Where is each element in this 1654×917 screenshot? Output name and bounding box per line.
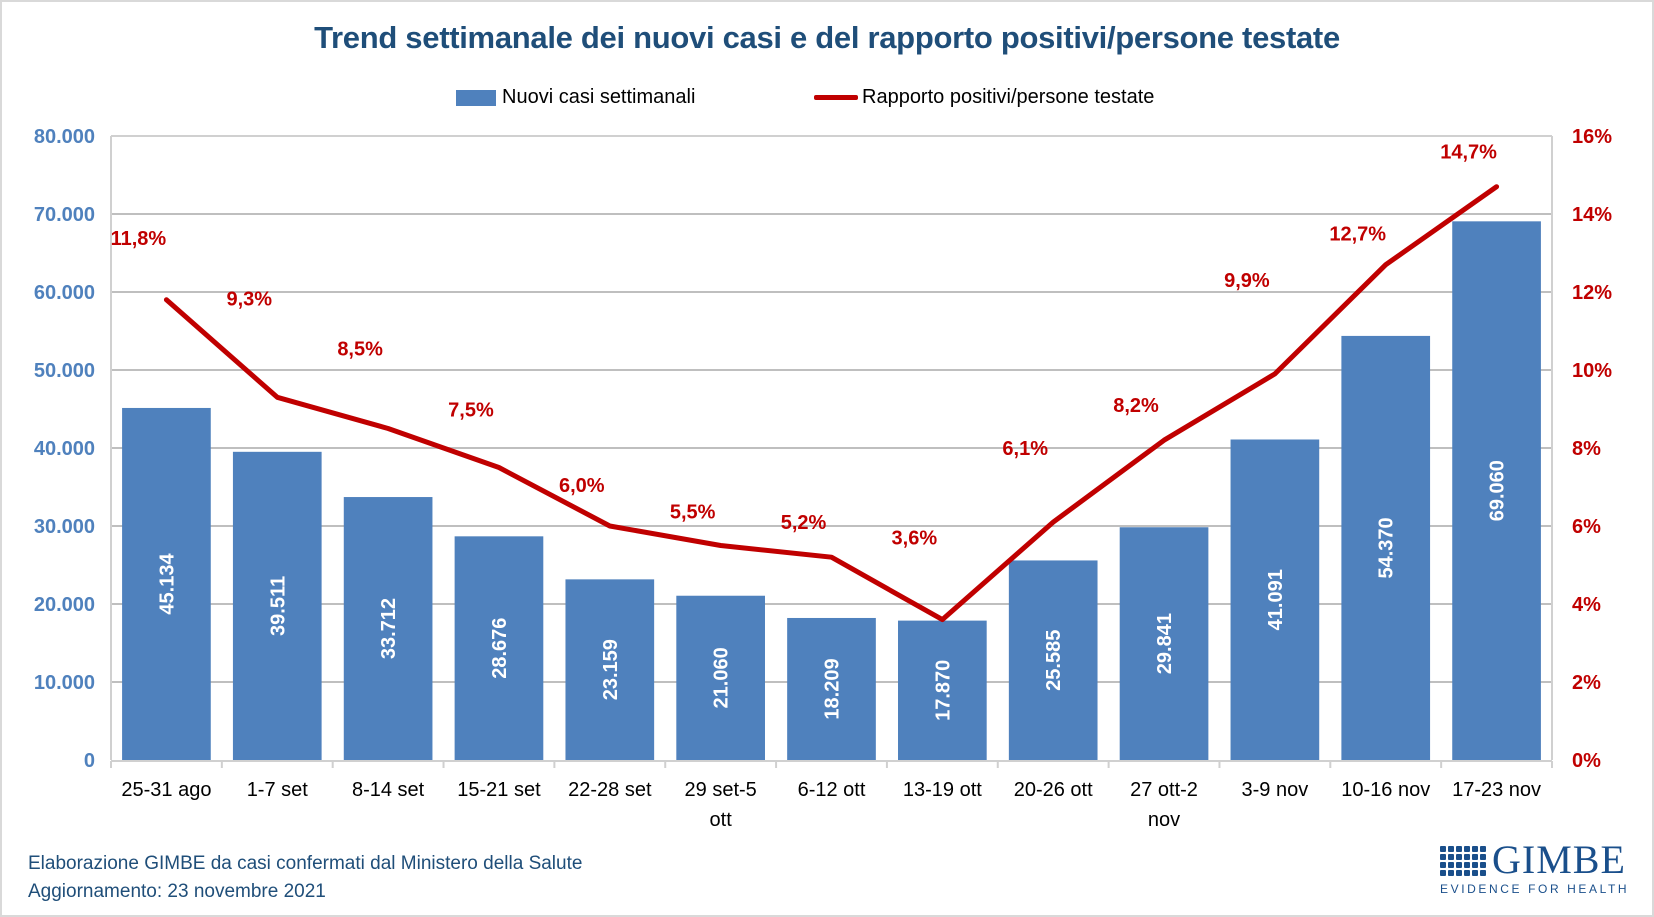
y-tick-label-left: 50.000 bbox=[34, 360, 95, 382]
logo-tagline: EVIDENCE FOR HEALTH bbox=[1440, 882, 1630, 896]
line-value-label: 5,2% bbox=[781, 512, 827, 534]
bar bbox=[565, 579, 655, 760]
x-tick-label: 22-28 set bbox=[568, 779, 652, 801]
bar-value-label: 33.712 bbox=[378, 598, 400, 659]
x-tick-label: 20-26 ott bbox=[1014, 779, 1093, 801]
x-tick-label: 1-7 set bbox=[247, 779, 309, 801]
legend-line-label: Rapporto positivi/persone testate bbox=[862, 86, 1155, 108]
bar-value-label: 41.091 bbox=[1265, 569, 1287, 630]
y-tick-label-right: 0% bbox=[1572, 750, 1601, 772]
y-tick-label-right: 10% bbox=[1572, 360, 1612, 382]
line-value-label: 14,7% bbox=[1440, 142, 1497, 164]
bar-value-label: 69.060 bbox=[1487, 460, 1509, 521]
line-value-label: 8,5% bbox=[337, 339, 383, 361]
bar-value-label: 29.841 bbox=[1154, 613, 1176, 674]
chart-title: Trend settimanale dei nuovi casi e del r… bbox=[314, 20, 1340, 55]
bar bbox=[122, 407, 211, 760]
bar bbox=[232, 451, 322, 760]
line-value-label: 8,2% bbox=[1113, 395, 1159, 417]
bar bbox=[1341, 335, 1431, 760]
x-tick-label: 3-9 nov bbox=[1242, 779, 1309, 801]
y-tick-label-right: 2% bbox=[1572, 672, 1601, 694]
logo-wordmark: GIMBE bbox=[1492, 837, 1626, 882]
y-tick-label-right: 12% bbox=[1572, 282, 1612, 304]
bar bbox=[1119, 527, 1209, 760]
x-tick-label: ott bbox=[710, 809, 733, 831]
y-tick-label-left: 30.000 bbox=[34, 516, 95, 538]
y-tick-label-left: 40.000 bbox=[34, 438, 95, 460]
bar-value-label: 45.134 bbox=[156, 553, 178, 615]
x-tick-label: 17-23 nov bbox=[1452, 779, 1541, 801]
legend-bar-label: Nuovi casi settimanali bbox=[502, 86, 696, 108]
y-tick-label-right: 6% bbox=[1572, 516, 1601, 538]
line-value-label: 6,1% bbox=[1002, 438, 1048, 460]
bar-value-label: 25.585 bbox=[1043, 630, 1065, 691]
line-value-label: 7,5% bbox=[448, 400, 494, 422]
line-value-label: 12,7% bbox=[1329, 224, 1386, 246]
line-value-label: 11,8% bbox=[111, 228, 167, 250]
bar-value-label: 17.870 bbox=[932, 660, 954, 721]
bar-value-label: 39.511 bbox=[267, 576, 289, 636]
legend-item-line: Rapporto positivi/persone testate bbox=[814, 86, 1154, 109]
x-tick-label: 15-21 set bbox=[457, 779, 541, 801]
bar-value-label: 18.209 bbox=[822, 658, 844, 719]
y-tick-label-left: 70.000 bbox=[34, 204, 95, 226]
x-tick-label: 6-12 ott bbox=[798, 779, 866, 801]
bar bbox=[1452, 221, 1541, 760]
y-tick-label-left: 80.000 bbox=[34, 126, 95, 148]
source-note: Elaborazione GIMBE da casi confermati da… bbox=[28, 853, 583, 874]
bar bbox=[676, 595, 765, 760]
bar bbox=[1008, 560, 1098, 760]
line-value-label: 3,6% bbox=[892, 528, 938, 550]
line-value-label: 9,9% bbox=[1224, 270, 1270, 292]
x-tick-label: 13-19 ott bbox=[903, 779, 982, 801]
x-tick-label: 25-31 ago bbox=[121, 779, 211, 801]
y-tick-label-left: 0 bbox=[84, 750, 95, 772]
x-tick-label: 8-14 set bbox=[352, 779, 425, 801]
x-tick-label: nov bbox=[1148, 809, 1180, 831]
legend-bar-swatch bbox=[456, 89, 496, 106]
y-tick-label-left: 20.000 bbox=[34, 594, 95, 616]
legend-line-swatch bbox=[814, 95, 858, 100]
bar bbox=[343, 497, 433, 760]
y-tick-label-left: 10.000 bbox=[34, 672, 95, 694]
legend: Nuovi casi settimanali Rapporto positivi… bbox=[0, 86, 1654, 116]
line-value-label: 5,5% bbox=[670, 502, 716, 524]
y-tick-label-left: 60.000 bbox=[34, 282, 95, 304]
y-tick-label-right: 16% bbox=[1572, 126, 1612, 148]
x-tick-label: 27 ott-2 bbox=[1130, 779, 1198, 801]
bar bbox=[1230, 439, 1320, 760]
bar bbox=[787, 617, 876, 760]
bar-value-label: 23.159 bbox=[600, 639, 622, 700]
line-value-label: 6,0% bbox=[559, 475, 605, 497]
footer: Elaborazione GIMBE da casi confermati da… bbox=[28, 850, 582, 906]
bar bbox=[454, 536, 544, 760]
line-value-label: 9,3% bbox=[226, 288, 272, 310]
bar-value-label: 21.060 bbox=[711, 647, 733, 708]
y-tick-label-right: 14% bbox=[1572, 204, 1612, 226]
bar bbox=[898, 620, 987, 760]
logo-grid-icon bbox=[1440, 846, 1486, 876]
gimbe-logo: GIMBE EVIDENCE FOR HEALTH bbox=[1440, 838, 1630, 898]
update-date: Aggiornamento: 23 novembre 2021 bbox=[28, 881, 326, 902]
y-tick-label-right: 8% bbox=[1572, 438, 1601, 460]
bar-value-label: 54.370 bbox=[1376, 517, 1398, 578]
x-tick-label: 10-16 nov bbox=[1341, 779, 1430, 801]
legend-item-bars: Nuovi casi settimanali bbox=[456, 86, 695, 109]
bar-value-label: 28.676 bbox=[489, 618, 511, 679]
y-tick-label-right: 4% bbox=[1572, 594, 1601, 616]
x-tick-label: 29 set-5 bbox=[685, 779, 757, 801]
